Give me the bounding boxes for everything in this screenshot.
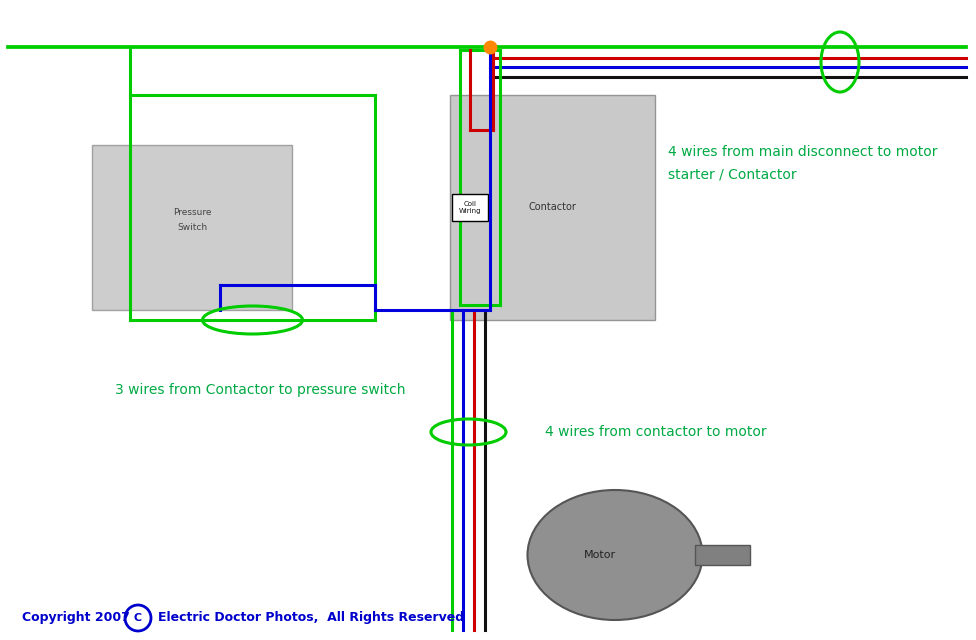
Text: Pressure: Pressure [173,208,211,217]
Text: C: C [134,613,142,623]
Text: Electric Doctor Photos,  All Rights Reserved: Electric Doctor Photos, All Rights Reser… [158,611,465,625]
FancyBboxPatch shape [450,95,655,320]
FancyBboxPatch shape [92,145,292,310]
Text: Coil
Wiring: Coil Wiring [459,201,481,214]
FancyBboxPatch shape [695,545,750,565]
Text: 4 wires from main disconnect to motor: 4 wires from main disconnect to motor [668,145,938,159]
Text: Switch: Switch [177,223,207,232]
Text: Contactor: Contactor [529,202,577,212]
Ellipse shape [527,490,703,620]
Text: Copyright 2007: Copyright 2007 [22,611,130,625]
Text: 3 wires from Contactor to pressure switch: 3 wires from Contactor to pressure switc… [115,383,405,397]
Text: Motor: Motor [584,550,616,560]
Text: starter / Contactor: starter / Contactor [668,168,796,182]
Text: 4 wires from contactor to motor: 4 wires from contactor to motor [545,425,766,439]
